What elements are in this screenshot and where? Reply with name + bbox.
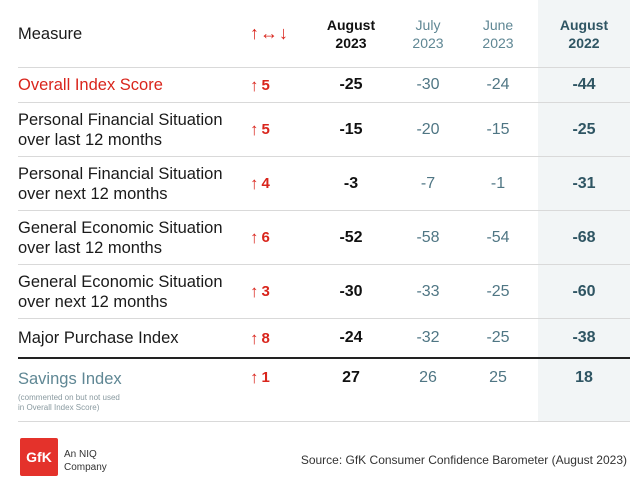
- up-right-down-arrows-icon: ↑↔↓: [250, 23, 289, 43]
- source-note: Source: GfK Consumer Confidence Baromete…: [300, 453, 627, 467]
- row-change: ↑ 6: [250, 211, 300, 264]
- row-change-value: 3: [261, 283, 270, 300]
- row-aug-2022: -25: [538, 103, 630, 156]
- company-line1: An NIQ: [64, 449, 97, 460]
- arrow-up-icon: ↑: [250, 228, 259, 247]
- header-june-month: June: [482, 16, 514, 33]
- header-aug-2023: August 2023: [316, 0, 386, 67]
- row-change-value: 5: [261, 76, 270, 94]
- row-change: ↑ 5: [250, 68, 300, 102]
- savings-july-2023: 26: [419, 369, 437, 386]
- row-june-2023: -25: [486, 329, 510, 346]
- savings-note-line2: in Overall Index Score): [18, 403, 100, 412]
- row-july-2023: -32: [416, 329, 440, 346]
- row-july-2023: -33: [416, 282, 440, 300]
- savings-note: (commented on but not used in Overall Ind…: [18, 393, 120, 413]
- savings-change: ↑ 1: [250, 359, 300, 422]
- row-change: ↑ 5: [250, 103, 300, 156]
- savings-measure: Savings Index (commented on but not used…: [18, 359, 248, 422]
- arrow-up-icon: ↑: [250, 328, 259, 348]
- row-measure-line1: General Economic Situation: [18, 218, 223, 237]
- row-aug-2022: -68: [538, 211, 630, 264]
- row-aug-2022: -38: [538, 319, 630, 357]
- header-aug-2023-month: August: [326, 16, 376, 33]
- row-change: ↑ 3: [250, 265, 300, 318]
- table-row: Overall Index Score ↑ 5 -25 -30 -24 -44: [18, 68, 630, 103]
- gfk-logo-text: GfK: [26, 449, 52, 465]
- header-june-year: 2023: [482, 34, 514, 51]
- table-row: General Economic Situation over last 12 m…: [18, 211, 630, 265]
- header-aug-2022-month: August: [559, 16, 609, 33]
- savings-aug-2023: 27: [342, 369, 360, 386]
- row-measure-line1: Personal Financial Situation: [18, 164, 223, 183]
- header-july-2023: July 2023: [393, 0, 463, 67]
- row-july-2023: -58: [416, 228, 440, 246]
- row-measure-line2: over next 12 months: [18, 184, 168, 203]
- row-change-value: 4: [261, 175, 270, 192]
- row-aug-2023: -15: [339, 120, 363, 138]
- row-measure-line2: over next 12 months: [18, 292, 168, 311]
- header-change-arrows: ↑↔↓: [250, 0, 300, 67]
- row-measure-line1: Personal Financial Situation: [18, 110, 223, 129]
- header-july-month: July: [415, 16, 441, 33]
- row-aug-2022: -60: [538, 265, 630, 318]
- row-aug-2022: -31: [538, 157, 630, 210]
- row-july-2023: -7: [420, 174, 436, 192]
- row-aug-2023: -25: [339, 76, 363, 93]
- table-row: Major Purchase Index ↑ 8 -24 -32 -25 -38: [18, 319, 630, 359]
- header-measure: Measure: [18, 24, 83, 43]
- row-measure-line1: General Economic Situation: [18, 272, 223, 291]
- gfk-logo: GfK: [20, 438, 58, 476]
- row-july-2023: -20: [416, 120, 440, 138]
- table-row: Personal Financial Situation over next 12…: [18, 157, 630, 211]
- row-june-2023: -24: [486, 76, 510, 93]
- row-june-2023: -54: [486, 228, 510, 246]
- row-change: ↑ 8: [250, 319, 300, 357]
- row-aug-2023: -52: [339, 228, 363, 246]
- savings-label: Savings Index: [18, 370, 122, 388]
- header-aug-2022-year: 2022: [568, 34, 600, 51]
- confidence-table: Measure ↑↔↓ August 2023 July 2023 June 2…: [18, 0, 630, 422]
- row-june-2023: -15: [486, 120, 510, 138]
- row-measure-line2: over last 12 months: [18, 130, 162, 149]
- footer-divider: [18, 421, 630, 422]
- row-measure: General Economic Situation over last 12 m…: [18, 211, 248, 264]
- savings-row: Savings Index (commented on but not used…: [18, 359, 630, 422]
- row-measure: Major Purchase Index: [18, 329, 179, 347]
- row-measure: Personal Financial Situation over last 12…: [18, 103, 248, 156]
- header-july-year: 2023: [412, 34, 444, 51]
- savings-june-2023: 25: [489, 369, 507, 386]
- arrow-up-icon: ↑: [250, 368, 259, 387]
- row-measure-line2: over last 12 months: [18, 238, 162, 257]
- arrow-up-icon: ↑: [250, 174, 259, 193]
- row-aug-2023: -30: [339, 282, 363, 300]
- row-change: ↑ 4: [250, 157, 300, 210]
- header-aug-2023-year: 2023: [335, 34, 367, 51]
- savings-note-line1: (commented on but not used: [18, 393, 120, 402]
- row-june-2023: -25: [486, 282, 510, 300]
- company-line2: Company: [64, 462, 107, 473]
- row-june-2023: -1: [490, 174, 506, 192]
- arrow-up-icon: ↑: [250, 75, 259, 95]
- row-measure: Personal Financial Situation over next 12…: [18, 157, 248, 210]
- savings-aug-2022: 18: [538, 359, 630, 422]
- row-aug-2023: -3: [343, 174, 359, 192]
- row-measure: Overall Index Score: [18, 76, 163, 94]
- header-aug-2022: August 2022: [538, 0, 630, 67]
- header-june-2023: June 2023: [463, 0, 533, 67]
- table-row: Personal Financial Situation over last 12…: [18, 103, 630, 157]
- table-header: Measure ↑↔↓ August 2023 July 2023 June 2…: [18, 0, 630, 68]
- row-measure: General Economic Situation over next 12 m…: [18, 265, 248, 318]
- table-row: General Economic Situation over next 12 m…: [18, 265, 630, 319]
- company-tagline: An NIQ Company: [64, 448, 107, 474]
- savings-change-value: 1: [261, 369, 270, 386]
- row-change-value: 6: [261, 229, 270, 246]
- row-change-value: 8: [261, 329, 270, 347]
- arrow-up-icon: ↑: [250, 282, 259, 301]
- row-aug-2023: -24: [339, 329, 363, 346]
- row-aug-2022: -44: [538, 68, 630, 102]
- arrow-up-icon: ↑: [250, 120, 259, 139]
- row-change-value: 5: [261, 121, 270, 138]
- row-july-2023: -30: [416, 76, 440, 93]
